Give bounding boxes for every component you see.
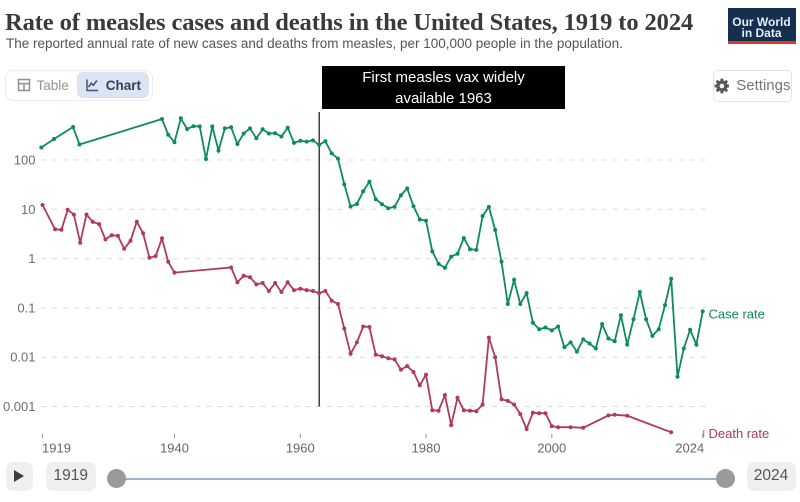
svg-text:Case rate: Case rate bbox=[709, 307, 765, 322]
svg-text:1919: 1919 bbox=[42, 441, 71, 456]
svg-text:100: 100 bbox=[14, 153, 36, 168]
svg-text:Death rate: Death rate bbox=[709, 426, 770, 441]
svg-text:1980: 1980 bbox=[412, 441, 441, 456]
svg-text:10: 10 bbox=[21, 202, 35, 217]
svg-text:0.001: 0.001 bbox=[3, 399, 36, 414]
svg-text:0.1: 0.1 bbox=[17, 300, 35, 315]
svg-text:0.01: 0.01 bbox=[10, 350, 35, 365]
svg-text:2024: 2024 bbox=[675, 441, 704, 456]
svg-text:1960: 1960 bbox=[286, 441, 315, 456]
svg-text:1940: 1940 bbox=[160, 441, 189, 456]
svg-text:2000: 2000 bbox=[537, 441, 566, 456]
svg-text:1: 1 bbox=[28, 251, 35, 266]
